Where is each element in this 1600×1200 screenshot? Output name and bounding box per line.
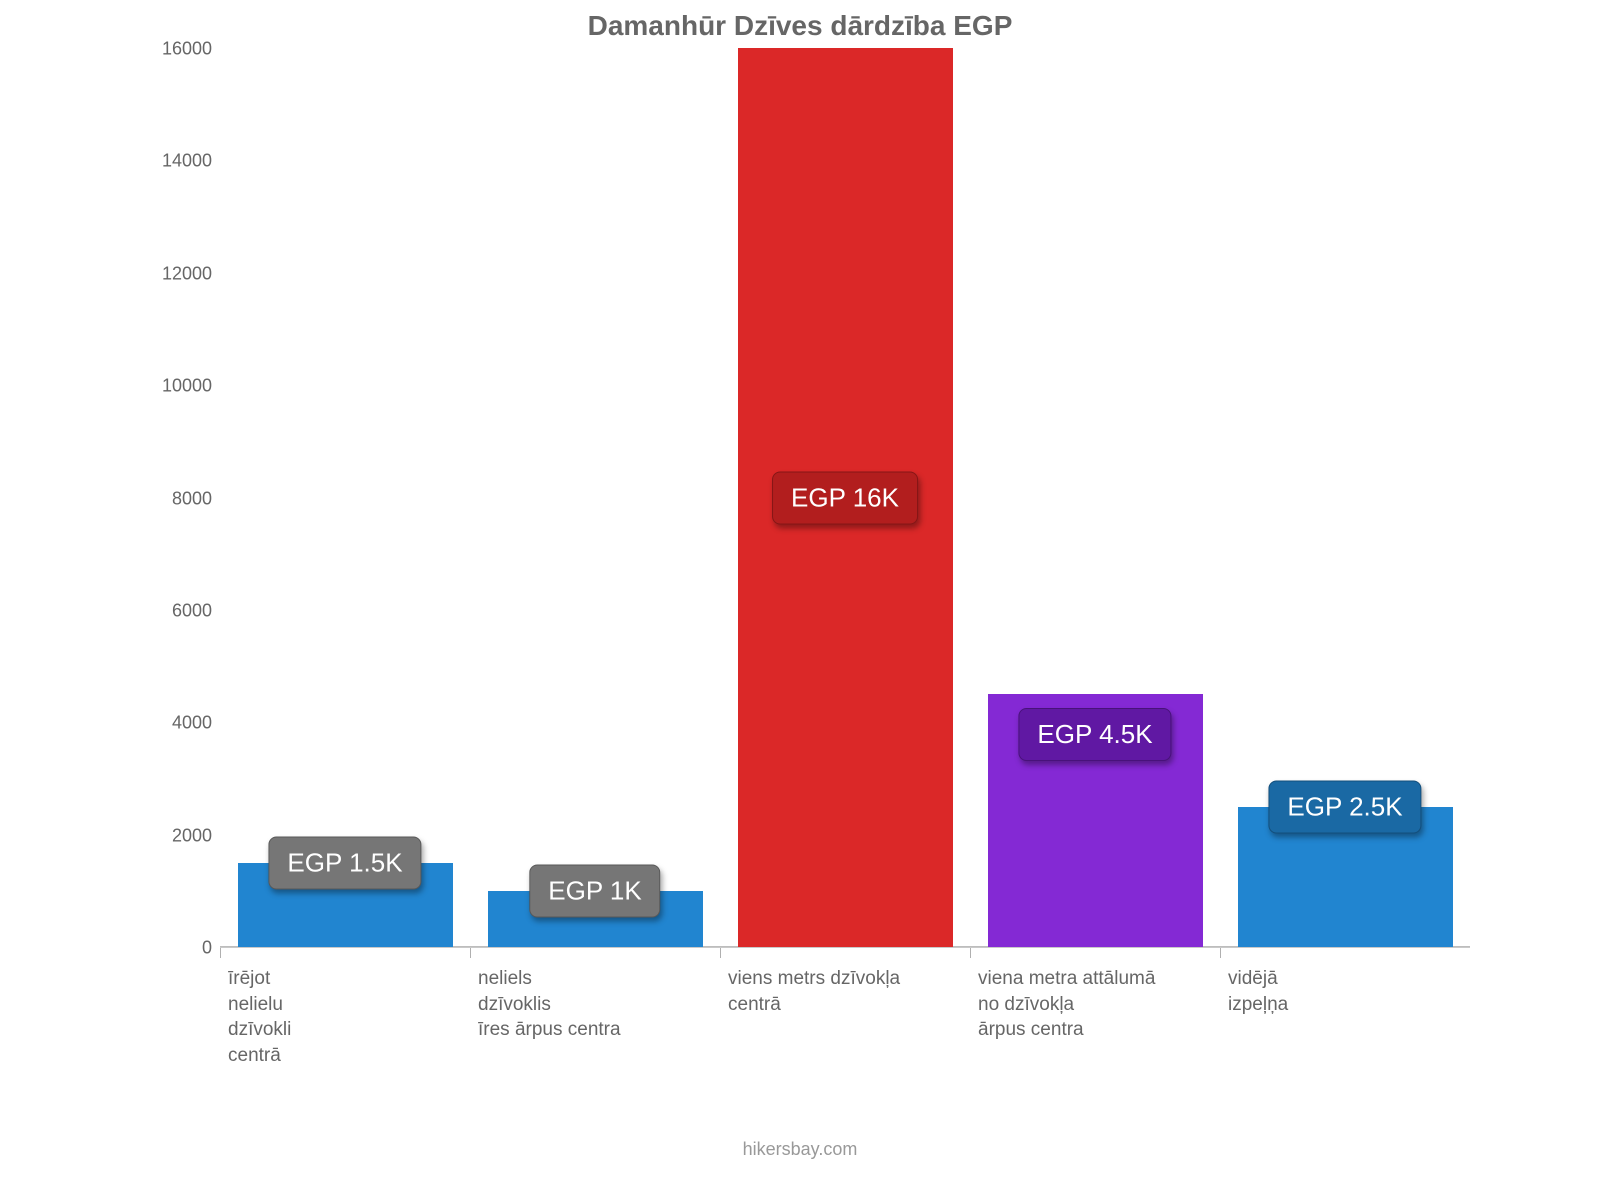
bar-value-label: EGP 4.5K [1018, 708, 1171, 761]
bar-slot: EGP 4.5K [970, 48, 1220, 947]
cost-of-living-chart: Damanhūr Dzīves dārdzība EGP 0 2000 4000 60… [130, 10, 1470, 1160]
x-category-label: viena metra attālumā no dzīvokļa ārpus c… [970, 960, 1220, 1043]
x-slot: neliels dzīvoklis īres ārpus centra [470, 960, 720, 1069]
x-slot: vidējā izpeļņa [1220, 960, 1470, 1069]
x-category-label: īrējot nelielu dzīvokli centrā [220, 960, 470, 1069]
y-tick-label: 4000 [172, 713, 212, 734]
plot-area: EGP 1.5K EGP 1K EGP 16K EGP 4.5K EGP 2.5K [220, 48, 1470, 948]
x-slot: īrējot nelielu dzīvokli centrā [220, 960, 470, 1069]
bar: EGP 1.5K [238, 863, 453, 947]
bar: EGP 16K [738, 48, 953, 947]
y-axis: 0200040006000800010000120001400016000 [130, 48, 220, 948]
y-tick-label: 16000 [162, 39, 212, 60]
y-tick-label: 12000 [162, 263, 212, 284]
bar: EGP 1K [488, 891, 703, 947]
x-tick-mark [720, 948, 721, 958]
x-tick-mark [470, 948, 471, 958]
x-tick-mark [1220, 948, 1221, 958]
x-axis: īrējot nelielu dzīvokli centrāneliels dz… [220, 960, 1470, 1069]
bar: EGP 4.5K [988, 694, 1203, 947]
bar-value-label: EGP 1.5K [268, 836, 421, 889]
x-slot: viens metrs dzīvokļa centrā [720, 960, 970, 1069]
x-tick-mark [970, 948, 971, 958]
x-category-label: vidējā izpeļņa [1220, 960, 1470, 1017]
bar-slot: EGP 1K [470, 48, 720, 947]
bar-value-label: EGP 1K [529, 864, 660, 917]
y-tick-label: 6000 [172, 600, 212, 621]
y-tick-label: 2000 [172, 825, 212, 846]
bar: EGP 2.5K [1238, 807, 1453, 947]
x-category-label: viens metrs dzīvokļa centrā [720, 960, 970, 1017]
y-tick-label: 10000 [162, 376, 212, 397]
bar-slot: EGP 16K [720, 48, 970, 947]
bar-slot: EGP 2.5K [1220, 48, 1470, 947]
bar-slot: EGP 1.5K [220, 48, 470, 947]
x-category-label: neliels dzīvoklis īres ārpus centra [470, 960, 720, 1043]
attribution-text: hikersbay.com [743, 1139, 858, 1160]
plot-row: 0200040006000800010000120001400016000 EG… [130, 48, 1470, 948]
chart-title: Damanhūr Dzīves dārdzība EGP [588, 10, 1013, 42]
bar-value-label: EGP 16K [772, 471, 918, 524]
y-tick-label: 0 [202, 938, 212, 959]
bars-container: EGP 1.5K EGP 1K EGP 16K EGP 4.5K EGP 2.5K [220, 48, 1470, 947]
y-tick-label: 14000 [162, 151, 212, 172]
x-tick-mark [220, 948, 221, 958]
x-slot: viena metra attālumā no dzīvokļa ārpus c… [970, 960, 1220, 1069]
y-tick-label: 8000 [172, 488, 212, 509]
bar-value-label: EGP 2.5K [1268, 780, 1421, 833]
